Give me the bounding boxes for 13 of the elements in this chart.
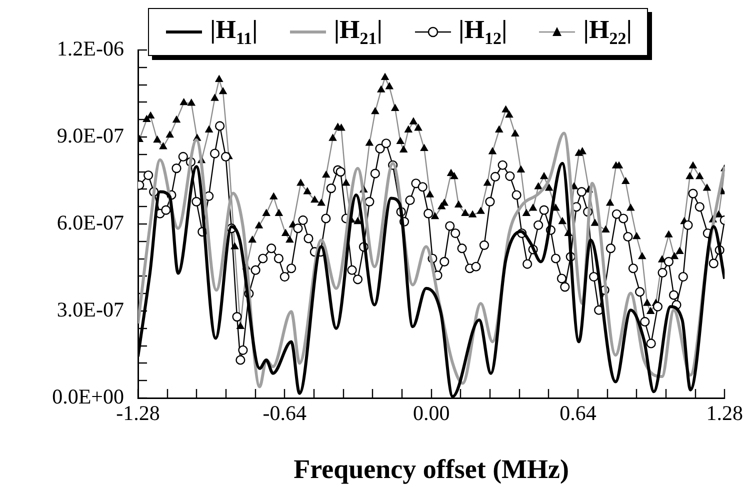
y-tick-label: 1.2E-06 xyxy=(56,36,124,61)
x-tick-label: 1.28 xyxy=(706,401,743,426)
x-axis-title: Frequency offset (MHz) xyxy=(294,454,570,484)
x-tick-label: 0.00 xyxy=(412,401,450,426)
legend-label: |H$_{12}$| xyxy=(458,14,508,50)
legend-label: |H$_{22}$| xyxy=(583,14,632,50)
y-tick-label: 6.0E-07 xyxy=(56,210,124,235)
x-tick-label: -0.64 xyxy=(262,401,308,426)
legend-label: |H$_{11}$| xyxy=(210,14,258,50)
y-tick-label: 3.0E-07 xyxy=(56,298,124,322)
y-tick-label: 9.0E-07 xyxy=(56,124,124,148)
x-tick-label: 0.64 xyxy=(560,401,597,426)
legend-label: |H$_{21}$| xyxy=(334,14,382,50)
